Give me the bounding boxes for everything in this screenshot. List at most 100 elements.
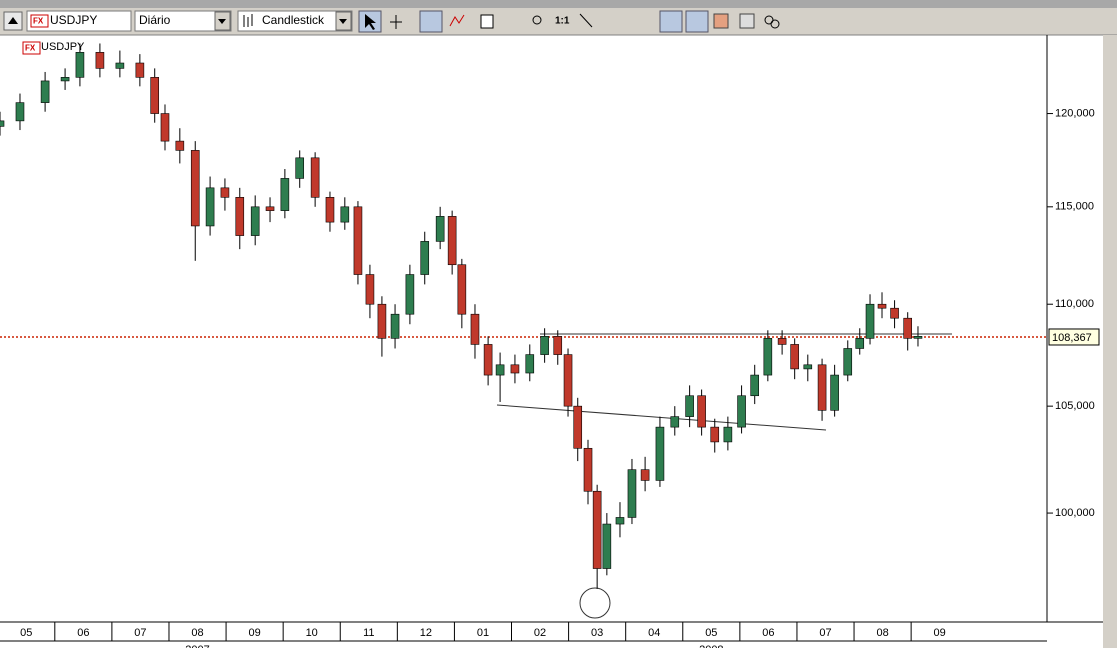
candle-body xyxy=(295,157,305,179)
candle-body xyxy=(803,364,813,370)
symbol: USDJPY xyxy=(50,13,97,27)
fx-icon xyxy=(22,41,41,55)
candle-body xyxy=(390,313,400,339)
candle-body xyxy=(365,274,375,305)
x-tick-label: 10 xyxy=(306,627,318,639)
tab-strip xyxy=(0,0,1117,8)
candle-body xyxy=(763,338,773,376)
y-tick-label: 105,000 xyxy=(1055,400,1095,412)
candle-body xyxy=(723,426,733,443)
period: Diário xyxy=(139,13,171,27)
x-tick-label: 04 xyxy=(648,627,660,639)
line-tool[interactable] xyxy=(579,13,593,28)
fx-icon-text: FX xyxy=(25,44,36,53)
candle-body xyxy=(777,338,787,345)
candle-body xyxy=(592,490,602,569)
dropdown-arrow xyxy=(339,19,347,24)
candle-body xyxy=(135,62,145,78)
candle-body xyxy=(843,348,853,376)
candle-body xyxy=(510,364,520,374)
candle-body xyxy=(405,274,415,315)
symbol-field[interactable] xyxy=(26,10,132,32)
style-select[interactable] xyxy=(237,10,353,32)
candle-body xyxy=(310,157,320,198)
candle-body xyxy=(205,187,215,227)
time-axis xyxy=(0,622,1103,648)
crosshair-tool[interactable] xyxy=(390,15,402,29)
info-tool[interactable] xyxy=(480,14,494,29)
candle-body xyxy=(60,77,70,82)
candle-body xyxy=(615,517,625,525)
candle-body xyxy=(563,354,573,407)
collapse-icon xyxy=(8,17,18,24)
period-select[interactable] xyxy=(134,10,232,32)
x-tick-label: 05 xyxy=(705,627,717,639)
x-tick-label: 09 xyxy=(248,627,260,639)
candle-body xyxy=(235,197,245,236)
candle-body xyxy=(250,206,260,236)
x-tick-label: 12 xyxy=(420,627,432,639)
indicator-tool[interactable] xyxy=(449,14,465,27)
scrollbar[interactable] xyxy=(1103,35,1117,648)
candle-body xyxy=(353,206,363,275)
chart-style: Candlestick xyxy=(262,13,325,27)
y-tick-label: 110,000 xyxy=(1055,298,1094,310)
toggle-tool[interactable] xyxy=(659,10,683,33)
x-tick-label: 06 xyxy=(77,627,89,639)
zoom-tool[interactable] xyxy=(532,15,542,25)
last-price-box xyxy=(1048,328,1100,346)
last-price-label: 108,367 xyxy=(1052,332,1092,344)
candle-body xyxy=(15,102,25,122)
candle-body xyxy=(280,178,290,211)
candle-body xyxy=(160,113,170,142)
candle-body xyxy=(175,140,185,151)
candle-body xyxy=(495,364,505,376)
dropdown-arrow xyxy=(218,19,226,24)
candle-body xyxy=(457,264,467,315)
candle-body xyxy=(670,416,680,428)
grid-tool[interactable] xyxy=(419,10,443,33)
candle-body xyxy=(640,469,650,481)
candle-body xyxy=(655,426,665,481)
candle-body xyxy=(865,303,875,339)
candle-body xyxy=(150,77,160,114)
x-tick-label: 11 xyxy=(363,627,374,639)
x-tick-label: 03 xyxy=(591,627,603,639)
fx-icon xyxy=(30,14,49,28)
toggle-tool[interactable] xyxy=(685,10,709,33)
candle-body xyxy=(830,374,839,411)
template-tool[interactable] xyxy=(713,13,729,29)
candle-body xyxy=(903,317,913,339)
candle-body xyxy=(685,395,694,417)
x-tick-label: 02 xyxy=(534,627,546,639)
candle-icon xyxy=(243,14,253,27)
candle-body xyxy=(447,216,457,266)
candle-body xyxy=(553,336,563,355)
candle-body xyxy=(583,447,593,492)
export-tool[interactable] xyxy=(739,13,755,29)
candle-body xyxy=(420,241,430,275)
candle-body xyxy=(40,80,50,103)
year-label: 2008 xyxy=(699,644,723,648)
zoom-label[interactable]: 1:1 xyxy=(555,16,570,27)
candle-body xyxy=(75,52,85,78)
candle-body xyxy=(470,313,480,345)
candle-body xyxy=(573,405,583,449)
chart-title: USDJPY xyxy=(41,41,85,53)
candle-body xyxy=(525,354,535,374)
candle-body xyxy=(913,336,923,339)
candle-body xyxy=(483,344,493,376)
x-tick-label: 07 xyxy=(134,627,146,639)
link-tool[interactable] xyxy=(770,19,780,29)
x-tick-label: 08 xyxy=(191,627,203,639)
x-tick-label: 08 xyxy=(876,627,888,639)
trendline xyxy=(496,404,827,431)
candle-body xyxy=(602,523,612,569)
candle-body xyxy=(855,338,865,349)
y-tick-label: 115,000 xyxy=(1055,201,1094,213)
fx-icon-text: FX xyxy=(33,17,44,26)
candle-body xyxy=(377,303,387,339)
candle-body xyxy=(627,469,637,518)
candle-body xyxy=(710,426,720,443)
